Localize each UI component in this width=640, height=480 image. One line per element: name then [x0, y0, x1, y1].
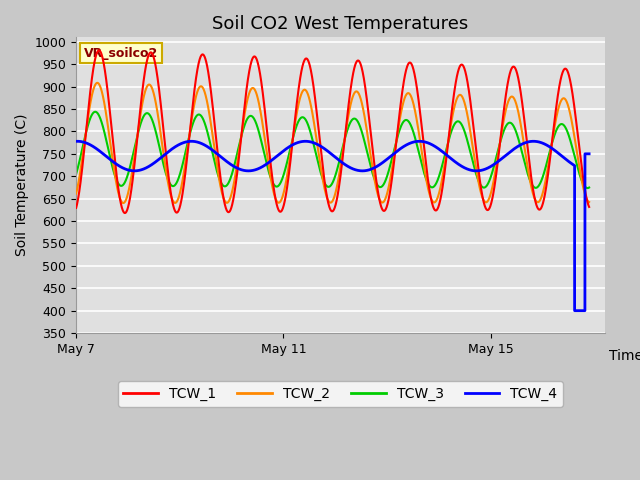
Title: Soil CO2 West Temperatures: Soil CO2 West Temperatures: [212, 15, 468, 33]
Y-axis label: Soil Temperature (C): Soil Temperature (C): [15, 114, 29, 256]
Text: VR_soilco2: VR_soilco2: [84, 47, 158, 60]
Legend: TCW_1, TCW_2, TCW_3, TCW_4: TCW_1, TCW_2, TCW_3, TCW_4: [118, 382, 563, 407]
X-axis label: Time: Time: [609, 349, 640, 363]
